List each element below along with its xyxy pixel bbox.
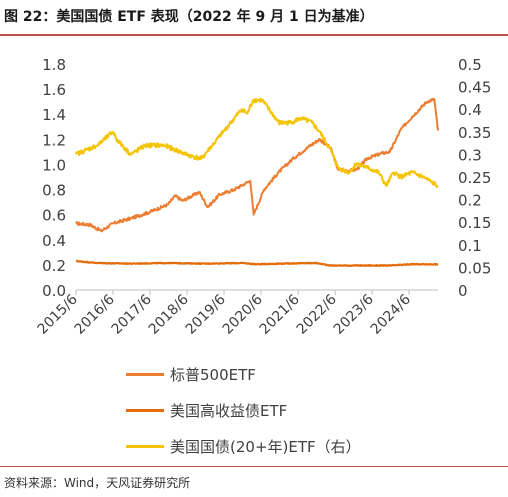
y-left-tick-label: 1.2 xyxy=(42,131,66,149)
x-tick-label: 2017/6 xyxy=(109,291,155,337)
y-right-tick-label: 0.2 xyxy=(458,192,482,210)
chart-tick-labels: 0.0 0.2 0.4 0.6 0.8 1.0 1.2 1.4 1.6 1.8 0 0.05 0.1 0.… xyxy=(35,56,492,338)
line-chart: 0.0 0.2 0.4 0.6 0.8 1.0 1.2 1.4 1.6 1.8 0 0.05 0.1 0.… xyxy=(35,56,492,338)
legend-item-spx: 标普500ETF xyxy=(126,356,456,392)
y-right-tick-label: 0.35 xyxy=(458,124,491,142)
x-tick-label: 2019/6 xyxy=(183,291,229,337)
chart-axes xyxy=(75,289,438,295)
legend-swatch-tlt xyxy=(126,444,164,448)
y-left-tick-label: 0.0 xyxy=(42,282,66,300)
y-left-tick-label: 1.8 xyxy=(42,56,66,74)
chart-legend: 标普500ETF 美国高收益债ETF 美国国债(20+年)ETF（右） xyxy=(126,356,456,464)
x-tick-label: 2021/6 xyxy=(257,291,303,337)
legend-item-tlt: 美国国债(20+年)ETF（右） xyxy=(126,428,456,464)
y-right-tick-label: 0.3 xyxy=(458,146,482,164)
legend-label-spx: 标普500ETF xyxy=(170,365,256,384)
y-right-tick-label: 0.05 xyxy=(458,259,491,277)
y-right-tick-label: 0.5 xyxy=(458,56,482,74)
y-left-tick-label: 0.2 xyxy=(42,257,66,275)
x-tick-label: 2016/6 xyxy=(72,291,118,337)
y-right-tick-label: 0.1 xyxy=(458,237,482,255)
chart-series-layer xyxy=(75,97,439,267)
y-left-tick-label: 0.4 xyxy=(42,232,66,250)
legend-label-tlt: 美国国债(20+年)ETF（右） xyxy=(170,437,361,456)
y-right-tick-label: 0.25 xyxy=(458,169,491,187)
y-left-tick-label: 0.6 xyxy=(42,207,66,225)
x-tick-label: 2023/6 xyxy=(331,291,377,337)
title-underline xyxy=(0,34,508,36)
y-left-tick-label: 0.8 xyxy=(42,182,66,200)
y-right-tick-label: 0 xyxy=(458,282,468,300)
legend-swatch-hy xyxy=(126,408,164,412)
source-note: 资料来源：Wind，天风证券研究所 xyxy=(4,476,191,490)
series-line-spx xyxy=(75,97,439,233)
legend-item-hy: 美国高收益债ETF xyxy=(126,392,456,428)
y-right-tick-label: 0.45 xyxy=(458,79,491,97)
chart-title: 图 22：美国国债 ETF 表现（2022 年 9 月 1 日为基准） xyxy=(4,9,374,25)
y-left-tick-label: 1.0 xyxy=(42,156,66,174)
y-left-tick-label: 1.6 xyxy=(42,81,66,99)
y-left-tick-label: 1.4 xyxy=(42,106,66,124)
y-right-tick-label: 0.4 xyxy=(458,101,482,119)
y-right-tick-label: 0.15 xyxy=(458,214,491,232)
x-tick-label: 2022/6 xyxy=(294,291,340,337)
series-line-hy xyxy=(75,259,439,267)
series-line-tlt xyxy=(75,97,439,189)
x-tick-label: 2020/6 xyxy=(220,291,266,337)
legend-label-hy: 美国高收益债ETF xyxy=(170,401,288,420)
footer-rule xyxy=(0,466,508,467)
x-tick-label: 2024/6 xyxy=(368,291,414,337)
legend-swatch-spx xyxy=(126,372,164,376)
x-tick-label: 2018/6 xyxy=(146,291,192,337)
